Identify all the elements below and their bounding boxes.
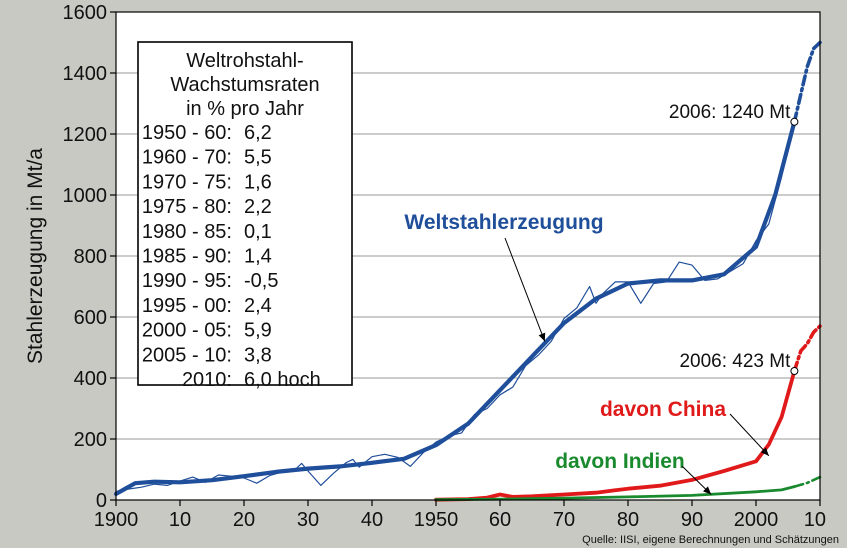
x-tick-label: 80 — [617, 509, 639, 531]
y-axis-label: Stahlerzeugung in Mt/a — [24, 148, 47, 364]
y-tick-label: 1600 — [63, 2, 108, 24]
series-layer — [113, 40, 822, 502]
growth-rate-period: 2000 - 05: — [142, 320, 232, 342]
growth-rate-value: 6,0 hoch — [244, 369, 321, 391]
axes — [110, 11, 821, 506]
annotation-label: 2006: 423 Mt — [679, 351, 791, 372]
growth-rate-value: 5,5 — [244, 147, 272, 169]
annotation-marker — [790, 117, 799, 126]
annotation-label: 2006: 1240 Mt — [669, 102, 791, 123]
y-tick-label: 600 — [74, 307, 107, 329]
series-label-arrowhead — [538, 332, 546, 342]
y-tick-label: 1200 — [63, 124, 108, 146]
x-tick-label: 60 — [489, 509, 511, 531]
growth-rate-period: 1990 - 95: — [142, 270, 232, 292]
growth-rate-box-frame — [137, 41, 353, 386]
series-weltstahlerzeugung-forecast — [792, 40, 822, 124]
growth-rate-title-line: Weltrohstahl- — [186, 50, 303, 72]
growth-rate-value: 6,2 — [244, 122, 272, 144]
x-tick-label: 1950 — [414, 509, 459, 531]
growth-rate-value: -0,5 — [244, 270, 278, 292]
series-weltstahlerzeugung-trend — [113, 119, 797, 496]
growth-rate-period: 2010: — [182, 369, 232, 391]
series-davon-china-forecast — [792, 324, 822, 373]
series-label: davon Indien — [555, 450, 685, 473]
growth-rate-title-line: in % pro Jahr — [186, 98, 304, 120]
growth-rate-period: 1975 - 80: — [142, 196, 232, 218]
growth-rate-value: 0,1 — [244, 221, 272, 243]
series-label-arrowhead — [703, 486, 712, 495]
series-label-pointer — [729, 413, 770, 457]
source-note: Quelle: IISI, eigene Berechnungen und Sc… — [582, 534, 839, 546]
x-tick-label: 40 — [361, 509, 383, 531]
y-tick-label: 1400 — [63, 63, 108, 85]
growth-rate-value: 5,9 — [244, 320, 272, 342]
y-tick-label: 0 — [96, 490, 107, 512]
growth-rate-period: 1980 - 85: — [142, 221, 232, 243]
growth-rate-period: 1960 - 70: — [142, 147, 232, 169]
x-tick-label: 70 — [553, 509, 575, 531]
growth-rate-period: 2005 - 10: — [142, 344, 232, 366]
series-label: Weltstahlerzeugung — [404, 211, 603, 234]
growth-rate-value: 3,8 — [244, 344, 272, 366]
growth-rate-period: 1970 - 75: — [142, 171, 232, 193]
x-tick-label: 1900 — [94, 509, 139, 531]
x-tick-label: 30 — [297, 509, 319, 531]
growth-rate-title-line: Wachstumsraten — [170, 74, 319, 96]
growth-rate-period: 1995 - 00: — [142, 295, 232, 317]
growth-rate-value: 2,4 — [244, 295, 272, 317]
series-davon-indien-annual — [434, 485, 796, 502]
x-tick-label: 90 — [681, 509, 703, 531]
y-tick-label: 800 — [74, 246, 107, 268]
x-tick-label: 10 — [804, 509, 826, 531]
series-label-arrowhead — [760, 447, 769, 456]
series-labels: Weltstahlerzeugung davon China davon Indie… — [404, 211, 770, 495]
tick-labels: 0 200 400 600 800 1000 1200 1400 1600 1900 10 20 30 4… — [63, 2, 827, 531]
annotations: 2006: 1240 Mt 2006: 423 Mt — [669, 102, 799, 375]
x-tick-label: 20 — [233, 509, 255, 531]
series-davon-indien-forecast — [793, 475, 822, 488]
growth-rate-period: 1985 - 90: — [142, 246, 232, 268]
y-tick-label: 1000 — [63, 185, 108, 207]
growth-rate-period: 1950 - 60: — [142, 122, 232, 144]
y-tick-label: 200 — [74, 429, 107, 451]
annotation-marker — [790, 366, 799, 375]
series-label-pointer — [504, 237, 546, 342]
x-tick-label: 10 — [169, 509, 191, 531]
series-davon-china-annual — [434, 369, 797, 502]
growth-rate-value: 2,2 — [244, 196, 272, 218]
x-tick-label: 2000 — [734, 509, 779, 531]
growth-rate-value: 1,4 — [244, 246, 272, 268]
y-tick-label: 400 — [74, 368, 107, 390]
growth-rate-value: 1,6 — [244, 171, 272, 193]
series-label: davon China — [600, 398, 726, 421]
